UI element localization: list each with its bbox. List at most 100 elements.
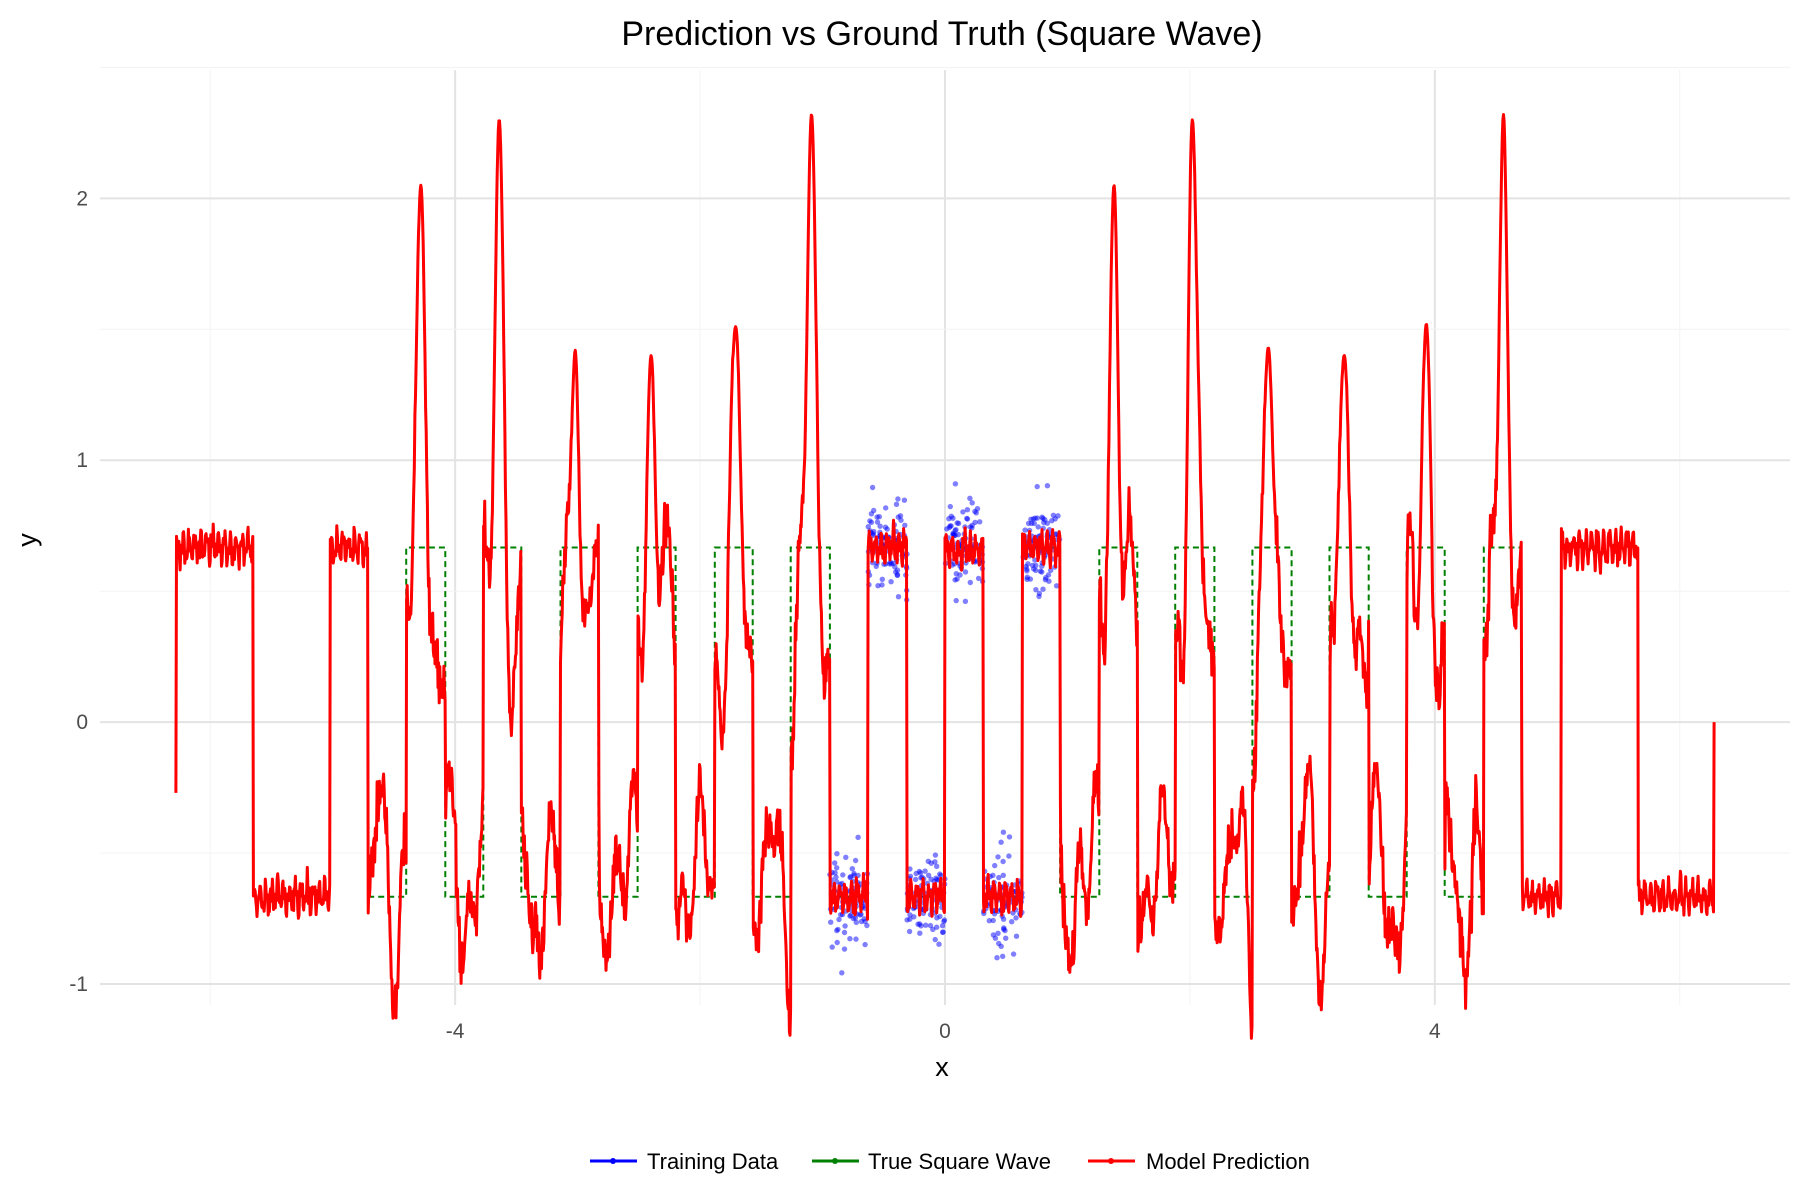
training-data-point xyxy=(913,870,919,877)
training-data-point xyxy=(870,532,876,538)
training-data-point xyxy=(832,860,838,866)
training-data-point xyxy=(1006,834,1013,840)
training-data-point xyxy=(834,851,840,857)
training-data-point xyxy=(874,519,881,525)
x-axis-label: x xyxy=(935,1052,949,1082)
training-data-point xyxy=(940,929,946,935)
training-data-point xyxy=(851,870,857,877)
training-data-point xyxy=(1013,915,1019,921)
training-data-point xyxy=(974,506,981,512)
training-data-point xyxy=(964,507,971,513)
training-data-point xyxy=(941,917,948,923)
training-data-point xyxy=(848,912,854,918)
training-data-point xyxy=(912,876,919,883)
training-data-point xyxy=(932,852,939,858)
training-data-point xyxy=(1032,557,1038,563)
training-data-point xyxy=(962,598,969,604)
y-tick-label: 2 xyxy=(76,187,88,210)
training-data-point xyxy=(834,939,840,946)
training-data-point xyxy=(952,481,959,487)
training-data-point xyxy=(1037,568,1044,574)
training-data-point xyxy=(1036,590,1043,597)
chart-title: Prediction vs Ground Truth (Square Wave) xyxy=(621,15,1262,53)
x-tick-label: 0 xyxy=(939,1020,951,1043)
training-data-point xyxy=(932,936,938,943)
training-data-point xyxy=(990,932,997,938)
training-data-point xyxy=(841,929,848,936)
training-data-point xyxy=(901,497,908,503)
training-data-point xyxy=(973,510,979,516)
legend-key-training-data-point xyxy=(610,1158,616,1164)
training-data-point xyxy=(902,522,908,528)
x-axis-ticks: -4 0 4 xyxy=(446,1020,1441,1043)
training-data-point xyxy=(843,854,849,860)
training-data-point xyxy=(895,496,901,502)
training-data-point xyxy=(954,576,960,582)
training-data-point xyxy=(895,594,902,600)
training-data-point xyxy=(967,579,973,586)
training-data-point xyxy=(977,519,983,525)
training-data-point xyxy=(954,520,960,526)
training-data-point xyxy=(853,919,859,926)
training-data-point xyxy=(862,941,868,948)
training-data-point xyxy=(1031,520,1037,526)
training-data-point xyxy=(936,941,942,947)
legend-item-true-square-wave: True Square Wave xyxy=(812,1149,1051,1174)
training-data-point xyxy=(874,514,880,520)
training-data-point xyxy=(995,930,1001,936)
training-data-point xyxy=(1049,518,1055,524)
training-data-point xyxy=(1010,951,1017,957)
training-data-point xyxy=(1030,516,1037,522)
legend-label-training-data: Training Data xyxy=(647,1149,779,1174)
training-data-point xyxy=(1040,515,1046,522)
training-data-point xyxy=(939,923,946,929)
training-data-point xyxy=(967,495,973,501)
training-data-point xyxy=(1053,583,1060,589)
training-data-point xyxy=(986,918,992,924)
training-data-point xyxy=(852,915,859,921)
training-data-point xyxy=(840,872,846,878)
training-data-point xyxy=(992,862,998,869)
training-data-point xyxy=(1001,925,1007,931)
training-data-point xyxy=(969,525,975,531)
training-data-point xyxy=(955,531,962,538)
training-data-point xyxy=(888,579,894,585)
training-data-point xyxy=(953,527,959,533)
training-data-point xyxy=(847,874,853,881)
legend: Training Data True Square Wave Model Pre… xyxy=(590,1149,1310,1174)
training-data-point xyxy=(1035,524,1041,530)
training-data-point xyxy=(953,597,959,604)
training-data-point xyxy=(829,944,835,950)
training-data-point xyxy=(1034,483,1040,490)
training-data-point xyxy=(828,919,834,925)
training-data-point xyxy=(833,874,839,880)
y-tick-label: -1 xyxy=(69,973,88,996)
training-data-point xyxy=(960,509,966,515)
training-data-point xyxy=(1000,858,1006,865)
training-data-point xyxy=(855,834,861,840)
y-axis-ticks: -1 0 1 2 xyxy=(69,187,88,996)
training-data-point xyxy=(1031,566,1037,572)
training-data-point xyxy=(841,946,848,952)
training-data-point xyxy=(834,927,840,934)
training-data-point xyxy=(1006,853,1012,859)
training-data-point xyxy=(834,865,840,871)
training-data-point xyxy=(907,866,913,872)
training-data-point xyxy=(883,505,889,511)
training-data-point xyxy=(1048,567,1054,573)
training-data-point xyxy=(996,874,1002,881)
training-data-point xyxy=(927,922,934,929)
training-data-point xyxy=(964,516,971,522)
training-data-point xyxy=(906,928,913,935)
training-data-point xyxy=(1013,933,1020,939)
training-data-point xyxy=(847,936,853,942)
training-data-point xyxy=(925,872,932,878)
training-data-point xyxy=(893,501,900,507)
training-data-point xyxy=(934,915,940,921)
training-data-point xyxy=(877,523,883,529)
training-data-point xyxy=(1040,586,1046,592)
training-data-point xyxy=(858,911,864,917)
training-data-point xyxy=(895,514,901,520)
training-data-point xyxy=(990,917,996,924)
